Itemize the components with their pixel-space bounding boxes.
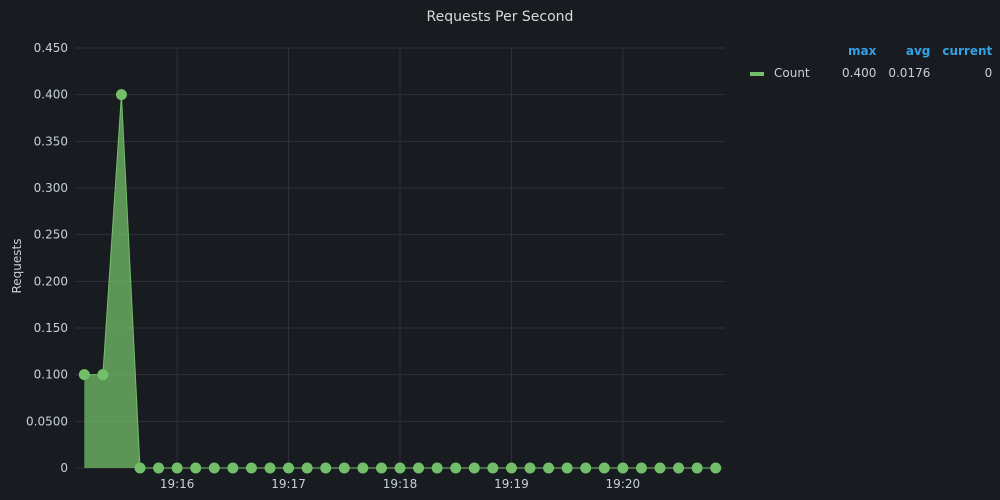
legend-header-max[interactable]: max — [848, 44, 877, 58]
data-point[interactable] — [450, 462, 462, 474]
legend-current-value: 0 — [984, 66, 993, 80]
grid — [75, 47, 725, 469]
legend-max-value: 0.400 — [842, 66, 877, 80]
series-count — [78, 89, 722, 474]
data-point[interactable] — [283, 462, 295, 474]
data-point[interactable] — [580, 462, 592, 474]
y-axis-label: Requests — [10, 239, 24, 294]
data-point[interactable] — [245, 462, 257, 474]
legend-header-spacer — [740, 44, 830, 66]
legend-series-name[interactable]: Count — [740, 66, 830, 80]
data-point[interactable] — [710, 462, 722, 474]
data-point[interactable] — [134, 462, 146, 474]
data-point[interactable] — [524, 462, 536, 474]
data-point[interactable] — [97, 369, 109, 381]
data-point[interactable] — [394, 462, 406, 474]
legend-avg-value: 0.0176 — [888, 66, 931, 80]
data-point[interactable] — [227, 462, 239, 474]
data-point[interactable] — [78, 369, 90, 381]
data-point[interactable] — [375, 462, 387, 474]
x-axis-ticks: 19:16 19:17 19:18 19:19 19:20 — [160, 477, 640, 491]
legend-row-count[interactable]: Count 0.400 0.0176 0 — [740, 66, 992, 80]
legend-table: max avg current Count 0.400 0.0176 0 — [740, 44, 992, 80]
legend-header-avg[interactable]: avg — [905, 44, 931, 58]
legend-series-label: Count — [774, 66, 810, 80]
legend: max avg current Count 0.400 0.0176 0 — [740, 44, 992, 80]
data-point[interactable] — [673, 462, 685, 474]
y-tick-label: 0.350 — [34, 134, 68, 148]
x-tick-label: 19:19 — [494, 477, 529, 491]
data-point[interactable] — [543, 462, 555, 474]
y-tick-label: 0 — [60, 461, 68, 475]
y-tick-label: 0.400 — [34, 88, 68, 102]
data-point[interactable] — [635, 462, 647, 474]
data-point[interactable] — [320, 462, 332, 474]
y-tick-label: 0.300 — [34, 181, 68, 195]
legend-header-current[interactable]: current — [942, 44, 993, 58]
chart-title: Requests Per Second — [427, 9, 574, 25]
data-point[interactable] — [301, 462, 313, 474]
data-point[interactable] — [208, 462, 220, 474]
y-tick-label: 0.100 — [34, 368, 68, 382]
data-point[interactable] — [654, 462, 666, 474]
y-axis-ticks: 0 0.0500 0.100 0.150 0.200 0.250 0.300 0.350 0.4… — [26, 41, 68, 475]
y-tick-label: 0.450 — [34, 41, 68, 55]
x-tick-label: 19:16 — [160, 477, 195, 491]
x-tick-label: 19:20 — [606, 477, 641, 491]
data-point[interactable] — [153, 462, 165, 474]
data-point[interactable] — [505, 462, 517, 474]
data-point[interactable] — [171, 462, 183, 474]
y-tick-label: 0.200 — [34, 274, 68, 288]
data-point[interactable] — [115, 89, 127, 101]
data-point[interactable] — [264, 462, 276, 474]
data-point[interactable] — [431, 462, 443, 474]
y-tick-label: 0.150 — [34, 321, 68, 335]
legend-swatch-icon — [750, 71, 764, 76]
data-point[interactable] — [487, 462, 499, 474]
x-tick-label: 19:17 — [271, 477, 306, 491]
data-point[interactable] — [190, 462, 202, 474]
data-point[interactable] — [357, 462, 369, 474]
data-point[interactable] — [413, 462, 425, 474]
data-point[interactable] — [468, 462, 480, 474]
data-point[interactable] — [617, 462, 629, 474]
y-tick-label: 0.250 — [34, 228, 68, 242]
y-tick-label: 0.0500 — [26, 414, 68, 428]
data-point[interactable] — [598, 462, 610, 474]
data-point[interactable] — [691, 462, 703, 474]
data-point[interactable] — [338, 462, 350, 474]
x-tick-label: 19:18 — [383, 477, 418, 491]
data-point[interactable] — [561, 462, 573, 474]
